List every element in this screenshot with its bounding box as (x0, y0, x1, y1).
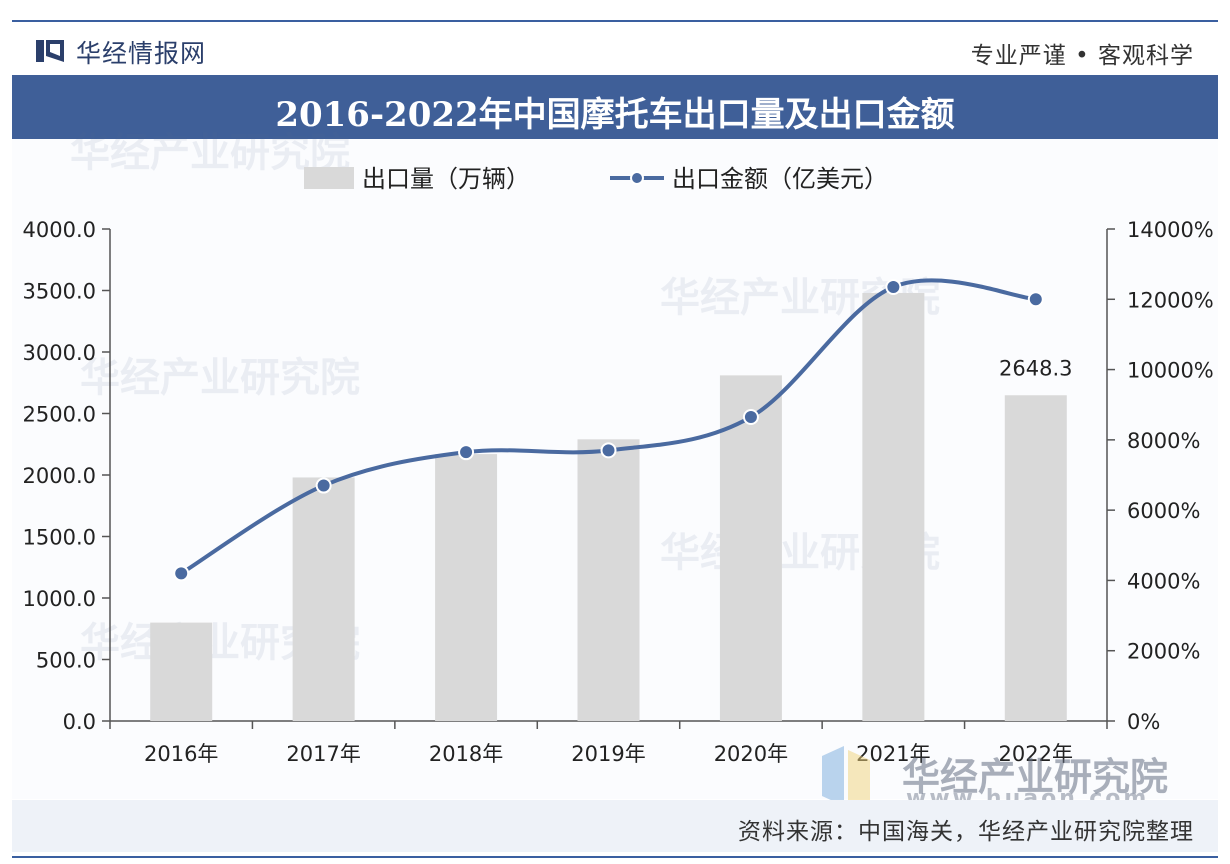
y-right-tick-label: 8000% (1127, 429, 1200, 453)
x-tick-label: 2017年 (286, 742, 360, 766)
y-right-tick-label: 6000% (1127, 499, 1200, 523)
y-right-tick-label: 12000% (1127, 288, 1214, 312)
bar (150, 622, 213, 721)
y-left-tick-label: 500.0 (36, 649, 96, 673)
y-left-tick-label: 0.0 (63, 710, 96, 734)
y-right-tick-label: 2000% (1127, 640, 1200, 664)
y-right-tick-label: 0% (1127, 710, 1160, 734)
brand-name: 华经情报网 (76, 39, 207, 68)
corner-watermark: 华经产业研究院 www.huaon.com (822, 746, 1202, 811)
x-tick-label: 2020年 (714, 742, 788, 766)
y-left-tick-label: 2500.0 (23, 403, 96, 427)
bar (862, 292, 925, 721)
top-border (12, 20, 1218, 22)
legend-swatch-bar (304, 167, 354, 189)
y-left-tick-label: 4000.0 (23, 218, 96, 242)
y-right-tick-label: 4000% (1127, 569, 1200, 593)
legend-label-volume: 出口量（万辆） (362, 165, 530, 193)
y-left-tick-label: 2000.0 (23, 464, 96, 488)
brand-slogan: 专业严谨 • 客观科学 (970, 43, 1194, 69)
line-point (315, 477, 332, 494)
footer-bar: 资料来源：中国海关，华经产业研究院整理 (12, 800, 1218, 852)
line-point (885, 278, 902, 295)
line-point (1027, 291, 1044, 308)
line-point (458, 444, 475, 461)
line-point (173, 565, 190, 582)
brand-logo-icon (36, 40, 64, 62)
legend-swatch-marker (630, 171, 644, 185)
bar (577, 439, 640, 721)
header: 华经情报网 专业严谨 • 客观科学 (12, 24, 1218, 74)
data-label: 2648.3 (999, 356, 1072, 380)
watermark-logo-icon (822, 746, 870, 806)
x-tick-label: 2018年 (429, 742, 503, 766)
y-left-tick-label: 1000.0 (23, 587, 96, 611)
y-left-tick-label: 3000.0 (23, 341, 96, 365)
watermark-text: 华经产业研究院 (902, 755, 1169, 799)
title-bar: 2016-2022年中国摩托车出口量及出口金额 (12, 75, 1218, 139)
x-tick-label: 2022年 (999, 742, 1073, 766)
x-tick-label: 2019年 (571, 742, 645, 766)
legend-label-amount: 出口金额（亿美元） (672, 165, 888, 193)
line-point (742, 409, 759, 426)
y-right-tick-label: 14000% (1127, 218, 1214, 242)
bottom-border (12, 856, 1218, 858)
chart-title: 2016-2022年中国摩托车出口量及出口金额 (275, 95, 955, 135)
y-left-tick-label: 3500.0 (23, 280, 96, 304)
line-point (600, 442, 617, 459)
bar (435, 454, 498, 721)
bar (1004, 395, 1067, 721)
x-tick-label: 2016年 (144, 742, 218, 766)
bar (292, 477, 355, 721)
source-note: 资料来源：中国海关，华经产业研究院整理 (738, 819, 1194, 845)
y-right-tick-label: 10000% (1127, 359, 1214, 383)
bar (719, 375, 782, 721)
y-left-tick-label: 1500.0 (23, 526, 96, 550)
